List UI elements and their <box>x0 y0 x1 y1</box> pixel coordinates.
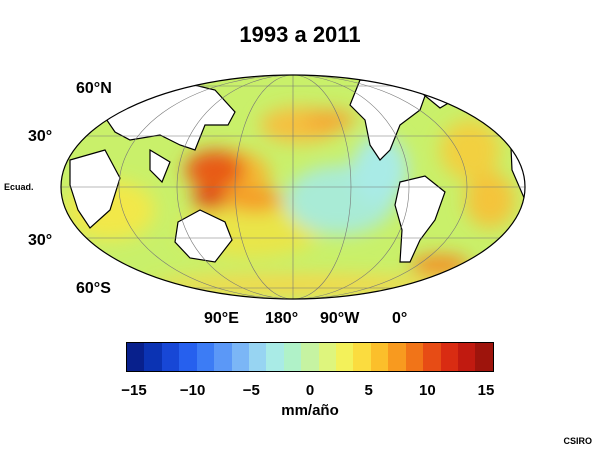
colorbar-unit: mm/año <box>281 402 339 419</box>
colorbar-swatch <box>336 343 354 371</box>
colorbar-tick-label: 0 <box>305 382 315 399</box>
colorbar-swatch <box>423 343 441 371</box>
colorbar-swatch <box>353 343 371 371</box>
lat-label-60n: 60°N <box>76 80 112 97</box>
colorbar-swatch <box>475 343 493 371</box>
colorbar <box>126 342 494 372</box>
lat-label-equator: Ecuad. <box>4 182 34 192</box>
lat-label-30s: 30° <box>28 232 53 249</box>
colorbar-swatch <box>127 343 145 371</box>
lat-label-60s: 60°S <box>76 280 111 297</box>
colorbar-swatch <box>161 343 180 371</box>
colorbar-swatch <box>318 343 337 371</box>
colorbar-swatch <box>214 343 232 371</box>
lon-label-180: 180° <box>265 310 299 327</box>
colorbar-swatch <box>283 343 302 371</box>
map-title: 1993 a 2011 <box>239 22 361 47</box>
colorbar-tick-label: −15 <box>121 382 147 399</box>
lon-label-0: 0° <box>392 310 408 327</box>
colorbar-swatch <box>458 343 476 371</box>
colorbar-swatch <box>266 343 284 371</box>
colorbar-swatch <box>405 343 424 371</box>
lat-label-30n: 30° <box>28 128 53 145</box>
colorbar-swatch <box>388 343 406 371</box>
colorbar-swatch <box>370 343 389 371</box>
colorbar-swatch <box>440 343 459 371</box>
lon-label-90w: 90°W <box>320 310 360 327</box>
colorbar-swatch <box>179 343 197 371</box>
colorbar-tick-label: 15 <box>477 382 495 399</box>
colorbar-swatch <box>144 343 162 371</box>
credit-label: CSIRO <box>563 436 592 446</box>
colorbar-swatch <box>301 343 319 371</box>
colorbar-swatch <box>196 343 215 371</box>
colorbar-tick-label: −5 <box>242 382 260 399</box>
colorbar-tick-label: 5 <box>364 382 373 399</box>
colorbar-swatch <box>248 343 267 371</box>
colorbar-swatch <box>231 343 249 371</box>
colorbar-tick-label: −10 <box>179 382 206 399</box>
colorbar-tick-label: 10 <box>418 382 436 399</box>
lon-label-90e: 90°E <box>204 310 239 327</box>
